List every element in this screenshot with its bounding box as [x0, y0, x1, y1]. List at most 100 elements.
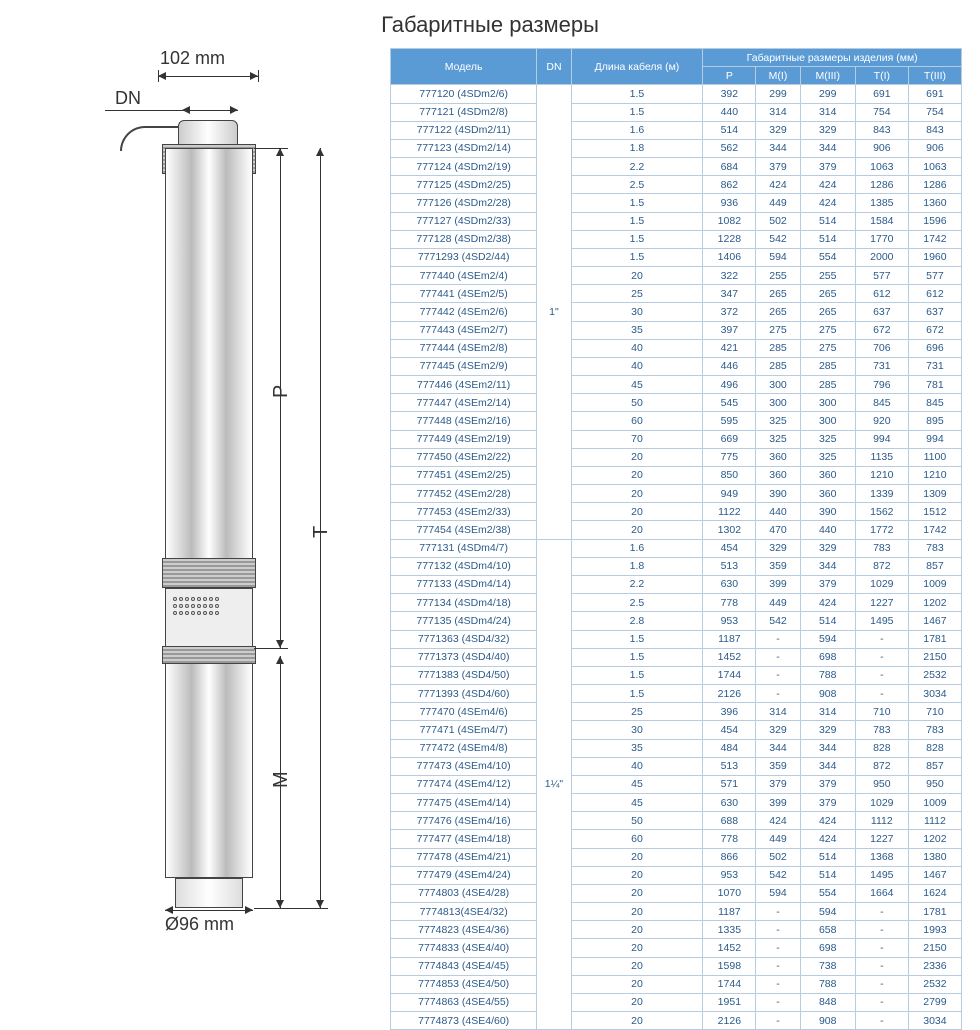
cell-t3: 1742 [908, 521, 961, 539]
cell-cable: 20 [571, 866, 703, 884]
cell-cable: 20 [571, 848, 703, 866]
cell-t3: 672 [908, 321, 961, 339]
cell-t1: 920 [855, 412, 908, 430]
cell-m3: 379 [800, 158, 855, 176]
cell-m3: 300 [800, 394, 855, 412]
cell-t1: 1112 [855, 812, 908, 830]
cell-t1: 1664 [855, 884, 908, 902]
cell-cable: 1.8 [571, 139, 703, 157]
cell-model: 777476 (4SEm4/16) [391, 812, 537, 830]
cell-m3: 299 [800, 85, 855, 103]
cell-m1: 314 [756, 103, 800, 121]
table-row: 777449 (4SEm2/19)70669325325994994 [391, 430, 962, 448]
cell-m1: 542 [756, 612, 800, 630]
cell-t1: 612 [855, 285, 908, 303]
cell-cable: 20 [571, 485, 703, 503]
cell-t3: 2336 [908, 957, 961, 975]
cell-p: 688 [703, 812, 756, 830]
cell-p: 446 [703, 357, 756, 375]
cell-m3: 698 [800, 648, 855, 666]
cell-t1: 1286 [855, 176, 908, 194]
cell-cable: 1.5 [571, 666, 703, 684]
cell-model: 777127 (4SDm2/33) [391, 212, 537, 230]
cell-p: 1228 [703, 230, 756, 248]
cell-p: 397 [703, 321, 756, 339]
cell-cable: 1.5 [571, 230, 703, 248]
cell-m3: 275 [800, 339, 855, 357]
table-row: 777452 (4SEm2/28)2094939036013391309 [391, 485, 962, 503]
table-row: 777124 (4SDm2/19)2.268437937910631063 [391, 158, 962, 176]
cell-m1: - [756, 975, 800, 993]
cell-cable: 60 [571, 412, 703, 430]
table-row: 777445 (4SEm2/9)40446285285731731 [391, 357, 962, 375]
cell-t1: 710 [855, 703, 908, 721]
cell-m3: 788 [800, 666, 855, 684]
cell-m3: 594 [800, 630, 855, 648]
cell-m1: - [756, 939, 800, 957]
cell-m3: 440 [800, 521, 855, 539]
th-t3: T(III) [908, 67, 961, 85]
table-row: 7771363 (4SD4/32)1.51187-594-1781 [391, 630, 962, 648]
cell-p: 1302 [703, 521, 756, 539]
cell-m3: 285 [800, 376, 855, 394]
cell-m1: 390 [756, 485, 800, 503]
cell-model: 777477 (4SEm4/18) [391, 830, 537, 848]
cell-cable: 20 [571, 466, 703, 484]
table-row: 777131 (4SDm4/7)1¼"1.6454329329783783 [391, 539, 962, 557]
cell-p: 1452 [703, 939, 756, 957]
cell-cable: 40 [571, 357, 703, 375]
cell-cable: 45 [571, 794, 703, 812]
cell-t1: - [855, 921, 908, 939]
cell-m1: 449 [756, 830, 800, 848]
cell-cable: 50 [571, 394, 703, 412]
cell-t3: 1960 [908, 248, 961, 266]
cell-t3: 2799 [908, 993, 961, 1011]
cell-m1: 502 [756, 212, 800, 230]
cell-cable: 20 [571, 921, 703, 939]
cell-t3: 3034 [908, 1012, 961, 1030]
cell-t3: 731 [908, 357, 961, 375]
cell-t3: 1781 [908, 630, 961, 648]
cell-model: 777441 (4SEm2/5) [391, 285, 537, 303]
cell-t1: - [855, 993, 908, 1011]
th-m1: M(I) [756, 67, 800, 85]
cell-cable: 2.5 [571, 594, 703, 612]
cell-p: 850 [703, 466, 756, 484]
cell-m3: 424 [800, 594, 855, 612]
cell-m1: 424 [756, 176, 800, 194]
cell-t3: 783 [908, 539, 961, 557]
cell-t1: 1210 [855, 466, 908, 484]
cell-m1: 542 [756, 866, 800, 884]
cell-model: 777454 (4SEm2/38) [391, 521, 537, 539]
cell-m1: 424 [756, 812, 800, 830]
cell-t1: 1029 [855, 794, 908, 812]
table-row: 777135 (4SDm4/24)2.895354251414951467 [391, 612, 962, 630]
cell-t1: 1227 [855, 830, 908, 848]
cell-t1: 796 [855, 376, 908, 394]
cell-t3: 843 [908, 121, 961, 139]
table-row: 777476 (4SEm4/16)5068842442411121112 [391, 812, 962, 830]
cell-m1: 379 [756, 158, 800, 176]
dim-top-width: 102 mm [160, 48, 225, 69]
cell-t3: 2532 [908, 975, 961, 993]
cell-t1: 872 [855, 757, 908, 775]
cell-cable: 1.5 [571, 194, 703, 212]
cell-p: 936 [703, 194, 756, 212]
cell-t1: - [855, 630, 908, 648]
cell-cable: 1.5 [571, 648, 703, 666]
th-model: Модель [391, 49, 537, 85]
cell-model: 777135 (4SDm4/24) [391, 612, 537, 630]
cell-t1: 828 [855, 739, 908, 757]
cell-t1: 1135 [855, 448, 908, 466]
table-row: 7774863 (4SE4/55)201951-848-2799 [391, 993, 962, 1011]
dim-t-label: T [310, 526, 333, 538]
cell-cable: 2.2 [571, 158, 703, 176]
cell-p: 1744 [703, 666, 756, 684]
cell-cable: 45 [571, 775, 703, 793]
cell-m1: - [756, 921, 800, 939]
cell-t1: 577 [855, 267, 908, 285]
cell-model: 777471 (4SEm4/7) [391, 721, 537, 739]
cell-cable: 1.5 [571, 103, 703, 121]
cell-p: 1335 [703, 921, 756, 939]
cell-m1: 265 [756, 303, 800, 321]
